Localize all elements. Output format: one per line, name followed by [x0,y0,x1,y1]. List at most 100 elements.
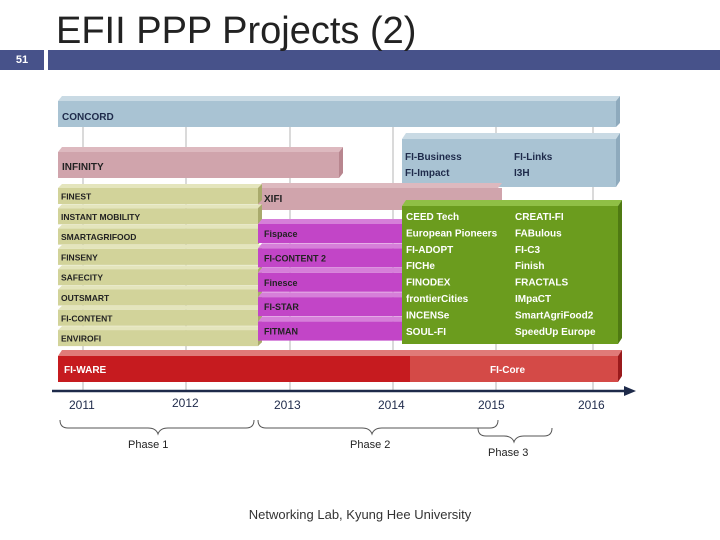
year-label: 2011 [69,398,95,412]
phase2-project-bar [258,224,402,243]
phase1-project-label: FINSENY [61,252,98,262]
infinity-bar [58,152,339,178]
phase3-project-labels: CEED Tech European Pioneers FI-ADOPT FICHe F… [406,212,596,338]
infinity-bar-top [58,147,343,152]
phase3-block-top [402,200,622,206]
phase1-project-bar [58,248,258,265]
phase3-project-label: European Pioneers [406,228,498,239]
phase2-project-label: FI-CONTENT 2 [264,253,326,263]
infinity-label: INFINITY [62,162,104,173]
slide-number: 51 [0,50,44,70]
phase2-project-bar [258,297,402,317]
phase3-project-label: FABulous [515,228,562,239]
concord-label: CONCORD [62,112,114,123]
phase3-project-label: FRACTALS [515,278,568,289]
phase3-project-label: frontierCities [406,294,469,305]
phase2-project-bar [258,272,402,292]
phase2-project-bar [258,248,402,268]
title-bar [48,50,720,70]
phase3-project-label: FINODEX [406,278,451,289]
phase3-project-label: FICHe [406,261,435,272]
fi-ware-bar-side [618,350,622,382]
i3h-label: I3H [514,168,530,179]
year-label: 2014 [378,398,405,412]
year-label: 2016 [578,398,605,412]
phase1-project-bar-top [58,184,262,188]
phase1-project-bar-top [58,305,262,310]
phase3-project-label: FI-C3 [515,245,540,256]
slide-title: EFII PPP Projects (2) [56,10,417,52]
phase3-project-label: CREATI-FI [515,212,564,223]
year-labels: 2011 2012 2013 2014 2015 2016 [69,396,605,412]
phase1-project-bar-top [58,265,262,270]
infinity-bar-side [339,147,343,178]
fi-business-block-side [616,133,620,187]
year-label: 2015 [478,398,505,412]
phase1-project-bar-top [58,326,262,331]
phase1-project-bar [58,330,258,347]
phase2-project-bars: Fispace FI-CONTENT 2 Finesce FI-STAR FITMAN [258,219,406,341]
phase1-label: Phase 1 [128,439,168,451]
phase1-project-label: SAFECITY [61,273,103,283]
phase3-project-label: FI-ADOPT [406,245,453,256]
phase1-project-bar [58,188,258,204]
phase2-project-label: Fispace [264,229,298,239]
phase3-project-label: CEED Tech [406,212,459,223]
concord-bar [58,101,616,127]
xifi-bar-top [258,183,502,188]
fi-business-label: FI-Business [405,152,462,163]
phase2-label: Phase 2 [350,439,390,451]
phase1-project-bar-top [58,285,262,290]
phase2-project-bar [258,321,402,341]
phase2-project-bar-top [258,243,406,249]
phase1-project-bar-top [58,244,262,249]
fi-ware-bar-top [58,350,622,356]
phase1-brace [59,419,255,436]
year-label: 2012 [172,396,199,410]
phase3-block-side [618,200,622,344]
phase2-project-label: Finesce [264,278,298,288]
phase3-project-label: SmartAgriFood2 [515,310,594,321]
phase1-project-label: INSTANT MOBILITY [61,212,140,222]
phase1-project-bar-top [58,224,262,229]
phase1-project-bar-side [258,204,262,225]
phase1-project-label: ENVIROFI [61,334,101,344]
fi-ware-bar [58,356,410,382]
phase2-project-bar-top [258,316,406,322]
fi-impact-label: FI-Impact [405,168,450,179]
phase3-project-label: INCENSe [406,310,450,321]
phase2-project-bar-top [258,292,406,298]
phase1-project-label: SMARTAGRIFOOD [61,232,136,242]
phase1-project-bar [58,289,258,306]
phase1-project-bar [58,228,258,245]
xifi-label: XIFI [264,194,283,205]
phase1-project-label: FINEST [61,192,92,202]
year-label: 2013 [274,398,301,412]
timeline-arrowhead [624,386,636,396]
phase1-project-bar-top [58,204,262,209]
phase1-project-bar-side [258,184,262,204]
fi-core-label: FI-Core [490,365,525,376]
phase2-project-label: FITMAN [264,327,298,337]
phase3-project-label: Finish [515,261,544,272]
phase1-project-bar [58,269,258,286]
phase2-brace [257,419,499,436]
fi-core-bar [410,356,618,382]
phase1-project-bars: FINEST INSTANT MOBILITY SMARTAGRIFOOD FINSE… [58,184,262,347]
phase2-project-label: FI-STAR [264,302,299,312]
phase3-project-label: IMpaCT [515,294,551,305]
fi-ware-label: FI-WARE [64,365,107,376]
footer: Networking Lab, Kyung Hee University [248,507,472,522]
phase1-project-label: OUTSMART [61,293,110,303]
phase3-project-label: SpeedUp Europe [515,327,596,338]
phase2-project-bar-top [258,267,406,273]
phase1-project-label: FI-CONTENT [61,313,113,323]
phase1-project-bar [58,208,258,225]
fi-business-block [402,139,616,187]
phase3-block [402,206,618,344]
phase3-label: Phase 3 [488,447,528,459]
phase3-project-label: SOUL-FI [406,327,446,338]
phase1-project-bar [58,309,258,326]
concord-bar-side [616,96,620,127]
